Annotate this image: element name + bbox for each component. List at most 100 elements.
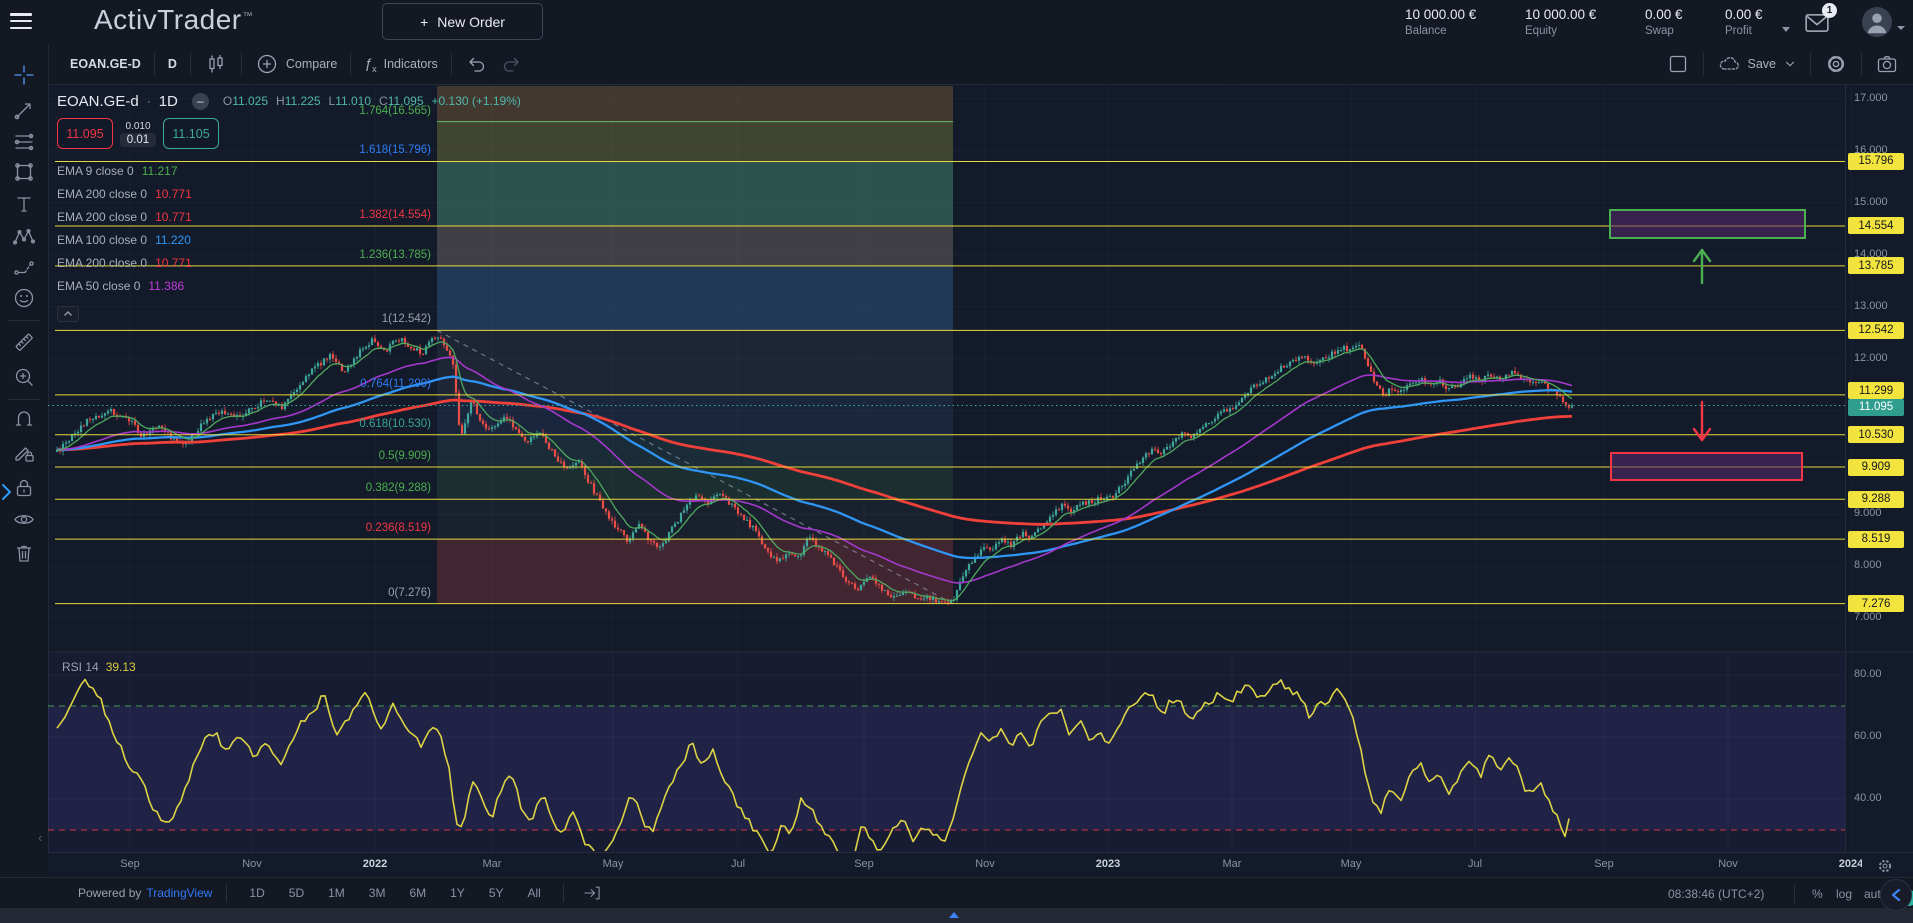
trend-line-icon[interactable] xyxy=(9,95,39,125)
panel-layout-icon[interactable] xyxy=(1666,52,1690,76)
time-tick: Nov xyxy=(1718,858,1738,870)
zone-rectangle[interactable] xyxy=(1610,452,1803,481)
ruler-icon[interactable] xyxy=(9,327,39,357)
drawing-edit-lock-icon[interactable] xyxy=(9,438,39,468)
stats-dropdown-icon[interactable] xyxy=(1782,27,1790,32)
fib-level-label: 0.5(9.909) xyxy=(378,450,431,463)
down-arrow[interactable] xyxy=(1692,400,1712,442)
horizontal-price-lines xyxy=(48,160,1845,605)
compare-button[interactable]: Compare xyxy=(255,52,337,76)
symbol-button[interactable]: EOAN.GE-D xyxy=(70,57,141,71)
range-button-3m[interactable]: 3M xyxy=(368,886,386,900)
indicators-button[interactable]: ƒx Indicators xyxy=(364,54,438,74)
time-tick: May xyxy=(602,858,624,870)
hide-all-drawings-icon[interactable] xyxy=(9,504,39,534)
tradingview-link[interactable]: TradingView xyxy=(146,886,213,900)
sell-bid-button[interactable]: 11.095 xyxy=(57,118,113,149)
time-tick: 2022 xyxy=(362,858,388,870)
zone-rectangle[interactable] xyxy=(1609,209,1806,239)
price-axis[interactable]: 17.000 16.000 15.000 14.000 13.000 12.000 9.00… xyxy=(1845,85,1913,852)
indicator-row[interactable]: EMA 100 close 0 11.220 xyxy=(57,228,521,251)
price-line-badge: 11.299 xyxy=(1848,382,1904,400)
undo-icon[interactable] xyxy=(465,52,489,76)
collapse-legend-button[interactable]: – xyxy=(191,92,209,110)
time-tick: Sep xyxy=(854,858,874,870)
collapse-indicators-button[interactable] xyxy=(57,306,79,322)
buy-ask-button[interactable]: 11.105 xyxy=(163,118,219,149)
avatar-dropdown-icon[interactable] xyxy=(1897,26,1905,30)
xabcd-pattern-icon[interactable] xyxy=(9,222,39,252)
indicator-value: 10.771 xyxy=(155,255,192,270)
range-button-all[interactable]: All xyxy=(527,886,541,900)
interval-button[interactable]: D xyxy=(167,57,177,71)
time-tick: 2023 xyxy=(1095,858,1121,870)
shapes-icon[interactable] xyxy=(9,157,39,187)
compare-plus-icon xyxy=(255,52,279,76)
range-button-6m[interactable]: 6M xyxy=(409,886,427,900)
up-arrow[interactable] xyxy=(1692,248,1712,285)
candle-style-icon[interactable] xyxy=(204,52,228,76)
range-button-5y[interactable]: 5Y xyxy=(488,886,504,900)
expand-watchlist-icon[interactable] xyxy=(1,480,15,504)
time-axis[interactable]: Sep Nov 2022 Mar May Jul Sep Nov 2023 Mar May Jul Se… xyxy=(48,852,1913,878)
forecast-icon[interactable] xyxy=(9,253,39,283)
price-line-badge: 7.276 xyxy=(1848,595,1904,613)
mail-icon[interactable] xyxy=(1804,10,1830,32)
fib-retracement-zone xyxy=(436,86,954,605)
range-button-1y[interactable]: 1Y xyxy=(450,886,465,900)
camera-snapshot-icon[interactable] xyxy=(1875,52,1899,76)
equity-stat: 10 000.00 € Equity xyxy=(1525,7,1597,38)
save-button[interactable]: Save xyxy=(1717,52,1798,76)
range-button-5d[interactable]: 5D xyxy=(288,886,305,900)
fib-level-label: 0.618(10.530) xyxy=(359,417,431,430)
zoom-in-icon[interactable] xyxy=(9,362,39,392)
indicator-row[interactable]: EMA 200 close 0 10.771 xyxy=(57,205,521,228)
crosshair-icon[interactable] xyxy=(9,60,39,90)
fib-level-label: 1.764(16.565) xyxy=(359,104,431,117)
axis-settings-gear-icon[interactable] xyxy=(1876,857,1894,875)
rsi-legend[interactable]: RSI 14 39.13 xyxy=(62,660,136,674)
magnet-icon[interactable] xyxy=(9,403,39,433)
time-tick: Nov xyxy=(975,858,995,870)
range-button-1m[interactable]: 1M xyxy=(328,886,345,900)
menu-icon[interactable] xyxy=(10,13,32,29)
range-button-1d[interactable]: 1D xyxy=(249,886,265,900)
price-line-badge: 13.785 xyxy=(1848,257,1904,275)
gridlines xyxy=(48,85,1852,852)
emoji-icon[interactable] xyxy=(9,283,39,313)
fib-retracement-icon[interactable] xyxy=(9,127,39,157)
price-line-badge: 9.909 xyxy=(1848,458,1904,476)
range-selector: 1D 5D 1M 3M 6M 1Y 5Y All xyxy=(241,883,548,903)
cloud-save-icon xyxy=(1717,52,1741,76)
clock-timezone-button[interactable]: 08:38:46 (UTC+2) xyxy=(1668,886,1765,901)
percent-scale-button[interactable]: % xyxy=(1812,886,1823,901)
price-tick: 13.000 xyxy=(1854,299,1888,312)
indicator-row[interactable]: EMA 50 close 0 11.386 xyxy=(57,274,521,297)
remove-all-drawings-icon[interactable] xyxy=(9,538,39,568)
indicator-row[interactable]: EMA 200 close 0 10.771 xyxy=(57,182,521,205)
price-line-badge: 15.796 xyxy=(1848,152,1904,170)
indicator-name: EMA 50 close 0 xyxy=(57,278,141,293)
new-order-button[interactable]: + New Order xyxy=(382,3,543,40)
go-to-date-icon[interactable] xyxy=(582,883,602,903)
price-tick: 14.000 xyxy=(1854,247,1888,260)
text-icon[interactable] xyxy=(9,189,39,219)
fib-level-label: 0.236(8.519) xyxy=(365,522,431,535)
redo-icon[interactable] xyxy=(499,52,523,76)
lock-all-drawings-icon[interactable] xyxy=(9,473,39,503)
indicator-row[interactable]: EMA 200 close 0 10.771 xyxy=(57,251,521,274)
up-arrow-icon[interactable] xyxy=(949,912,959,918)
legend-symbol[interactable]: EOAN.GE-d xyxy=(57,92,139,110)
indicator-row[interactable]: EMA 9 close 0 11.217 xyxy=(57,159,521,182)
time-tick: May xyxy=(1340,858,1362,870)
log-scale-button[interactable]: log xyxy=(1836,886,1853,901)
pane-collapse-icon[interactable]: ‹ xyxy=(38,830,43,845)
rsi-tick: 40.00 xyxy=(1854,792,1882,804)
price-line-badge: 8.519 xyxy=(1848,530,1904,548)
legend-interval: 1D xyxy=(158,92,178,110)
price-tick: 17.000 xyxy=(1854,92,1888,104)
avatar[interactable] xyxy=(1862,7,1892,37)
floating-collapse-button[interactable] xyxy=(1880,879,1912,911)
settings-gear-icon[interactable] xyxy=(1824,52,1848,76)
